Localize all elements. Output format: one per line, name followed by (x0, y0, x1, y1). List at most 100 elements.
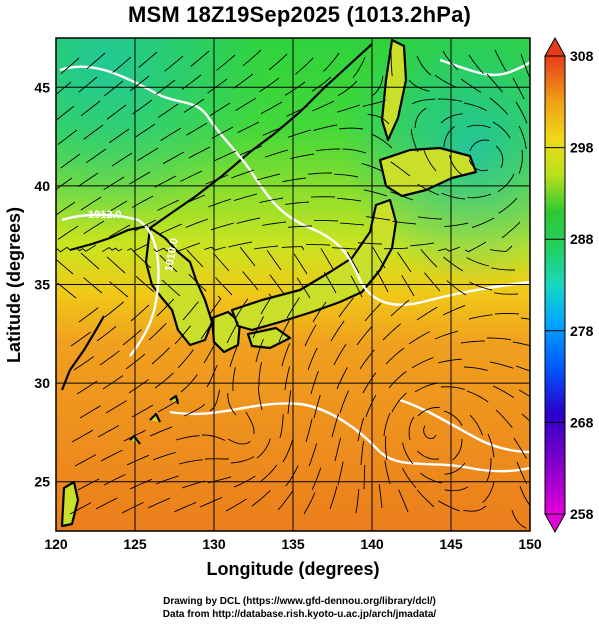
streamline (257, 386, 263, 411)
streamline (83, 124, 104, 140)
colorbar-tick-label: 308 (570, 48, 594, 64)
streamline (414, 107, 427, 129)
streamline (226, 321, 239, 344)
gridlines (55, 38, 531, 531)
streamline (494, 292, 519, 295)
streamline (444, 462, 466, 475)
streamline (293, 253, 308, 275)
streamline (83, 277, 103, 294)
streamline (444, 486, 469, 492)
streamline (312, 301, 327, 323)
streamline (519, 485, 530, 507)
x-tick-label: 140 (360, 536, 384, 552)
streamline (254, 245, 279, 250)
streamline (157, 399, 179, 413)
streamline (444, 222, 469, 228)
streamline (385, 347, 405, 365)
streamline (199, 497, 223, 508)
streamline (161, 279, 181, 297)
streamline (208, 198, 232, 208)
streamline (255, 339, 264, 363)
colorbar-tick-label: 268 (570, 414, 594, 430)
streamline (423, 425, 437, 440)
streamline (518, 149, 523, 174)
streamline (424, 272, 441, 292)
streamline (402, 467, 417, 489)
streamline (256, 438, 271, 459)
streamline (417, 407, 440, 417)
streamline (365, 394, 377, 418)
streamline (154, 175, 177, 188)
streamline (209, 102, 231, 117)
streamline (287, 129, 312, 138)
streamline (76, 244, 97, 252)
streamline (295, 57, 314, 75)
streamline (279, 414, 284, 439)
streamline (216, 54, 236, 71)
x-tick-label: 150 (518, 536, 542, 552)
streamline (73, 356, 95, 371)
streamline (468, 314, 493, 320)
streamline (339, 390, 350, 414)
streamline (331, 413, 339, 438)
y-tick-label: 35 (34, 277, 50, 293)
x-tick-label: 120 (44, 536, 68, 552)
streamline (78, 76, 98, 93)
credit-drawing: Drawing by DCL (https://www.gfd-dennou.o… (163, 596, 436, 607)
streamline (259, 197, 284, 204)
streamline (177, 242, 201, 252)
plot-frame (55, 37, 531, 532)
x-tick-labels: 120 125 130 135 140 145 150 (44, 536, 542, 552)
sakhalin (380, 38, 408, 142)
streamline (482, 481, 495, 503)
streamline (339, 127, 364, 130)
streamline (334, 437, 342, 462)
streamline (256, 173, 281, 181)
streamline (468, 54, 484, 75)
streamline (95, 497, 118, 510)
streamline (323, 52, 340, 72)
streamline (362, 99, 387, 107)
streamline (129, 478, 153, 490)
streamline (233, 193, 258, 202)
contour-label-1012: 1012.0 (88, 209, 122, 221)
streamline (212, 252, 230, 272)
streamline (57, 225, 79, 240)
streamline (372, 247, 386, 269)
streamline (307, 172, 332, 175)
streamline (338, 297, 354, 318)
streamline (80, 100, 101, 117)
streamline (105, 400, 127, 414)
streamline (491, 267, 515, 271)
streamline (392, 220, 417, 225)
streamline (357, 242, 383, 245)
taiwan (60, 480, 80, 528)
streamline (495, 409, 513, 428)
streamline (106, 104, 127, 120)
streamline (423, 150, 437, 172)
streamline (56, 246, 71, 253)
streamline (252, 316, 264, 339)
streamline (372, 134, 393, 149)
streamline (183, 403, 206, 417)
streamline (138, 51, 158, 68)
colorbar: 308 298 288 278 268 258 (544, 36, 594, 534)
streamline (516, 461, 528, 485)
streamline (213, 150, 237, 162)
streamline (390, 161, 411, 177)
streamline (190, 50, 210, 67)
streamline (497, 173, 515, 192)
streamline (498, 197, 518, 214)
streamline (378, 484, 383, 509)
streamline (469, 139, 490, 152)
streamline (183, 98, 205, 113)
streamline (230, 456, 255, 464)
streamline (209, 389, 221, 412)
streamline (410, 129, 419, 153)
streamline (177, 349, 194, 369)
streamline (122, 329, 142, 346)
isobars (59, 58, 530, 473)
streamline (278, 320, 290, 343)
streamline (152, 451, 176, 461)
streamline (337, 80, 358, 96)
